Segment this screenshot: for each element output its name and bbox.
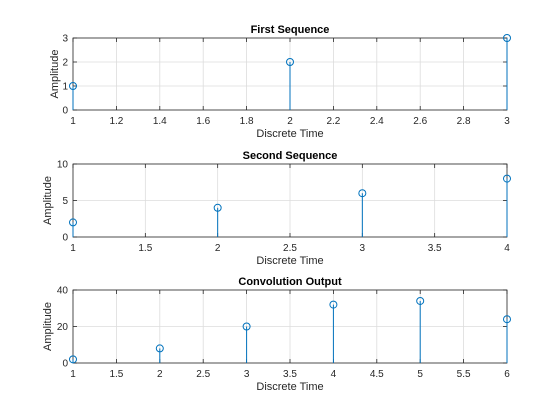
x-tick-label: 6 (504, 369, 510, 380)
subplot-2: 1 1.5 2 2.5 3 3.5 4 0 5 10 Second Sequence Discrete… (42, 150, 511, 267)
x-tick-label: 4 (331, 369, 337, 380)
x-tick-label: 2.6 (413, 116, 427, 127)
y-tick-label: 0 (62, 106, 68, 117)
y-axis-label: Amplitude (42, 176, 54, 225)
x-tick-label: 1 (70, 116, 76, 127)
subplot-title: Convolution Output (238, 276, 342, 288)
subplot-3: 1 1.5 2 2.5 3 3.5 4 4.5 5 5.5 6 0 20 40 Convolution Ou… (42, 276, 511, 393)
stem-marker (69, 355, 77, 364)
x-axis-label: Discrete Time (256, 128, 323, 140)
x-tick-label: 5.5 (457, 369, 471, 380)
x-tick-label: 2.2 (326, 116, 340, 127)
y-tick-label: 3 (62, 34, 68, 45)
stem-marker (155, 344, 164, 353)
x-tick-label: 1 (70, 243, 76, 254)
stem-marker (503, 34, 511, 42)
stem-marker (358, 189, 367, 198)
x-tick-label: 5 (417, 369, 423, 380)
y-tick-label: 0 (62, 359, 68, 370)
x-tick-label: 2 (215, 243, 221, 254)
x-tick-label: 2 (157, 369, 163, 380)
x-tick-label: 3.5 (428, 243, 442, 254)
y-tick-label: 10 (57, 160, 69, 171)
x-axis-label: Discrete Time (256, 255, 323, 267)
y-tick-label: 1 (62, 82, 68, 93)
y-tick-label: 2 (62, 58, 68, 69)
x-tick-label: 3 (244, 369, 250, 380)
subplot-title: First Sequence (251, 24, 330, 36)
y-axis-label: Amplitude (42, 302, 54, 351)
stem-marker (213, 203, 222, 212)
stem-marker (69, 218, 77, 227)
x-tick-label: 3 (504, 116, 510, 127)
y-tick-label: 20 (57, 322, 69, 333)
x-tick-label: 2.4 (370, 116, 384, 127)
stem-marker (503, 174, 511, 183)
x-tick-label: 1.4 (153, 116, 167, 127)
x-tick-label: 1.6 (196, 116, 210, 127)
x-tick-label: 3.5 (283, 369, 297, 380)
x-axis-label: Discrete Time (256, 381, 323, 393)
x-tick-label: 1.8 (240, 116, 254, 127)
x-tick-label: 3 (360, 243, 366, 254)
stem-marker (329, 300, 338, 309)
y-axis-label: Amplitude (49, 50, 61, 99)
stem-marker (242, 322, 251, 331)
x-tick-label: 1.2 (109, 116, 123, 127)
x-tick-label: 4 (504, 243, 510, 254)
x-tick-label: 1.5 (109, 369, 123, 380)
stem-marker (503, 315, 511, 324)
stem-marker (416, 296, 425, 305)
x-tick-label: 1.5 (138, 243, 152, 254)
x-tick-label: 2.5 (283, 243, 297, 254)
x-tick-label: 2.8 (457, 116, 471, 127)
y-tick-label: 40 (57, 286, 69, 297)
x-tick-label: 1 (70, 369, 76, 380)
x-tick-label: 2.5 (196, 369, 210, 380)
stem-marker (286, 58, 294, 66)
y-tick-label: 5 (62, 196, 68, 207)
y-tick-label: 0 (62, 233, 68, 244)
x-tick-label: 2 (287, 116, 293, 127)
x-tick-label: 4.5 (370, 369, 384, 380)
subplot-title: Second Sequence (243, 150, 338, 162)
stem-marker (69, 82, 77, 90)
